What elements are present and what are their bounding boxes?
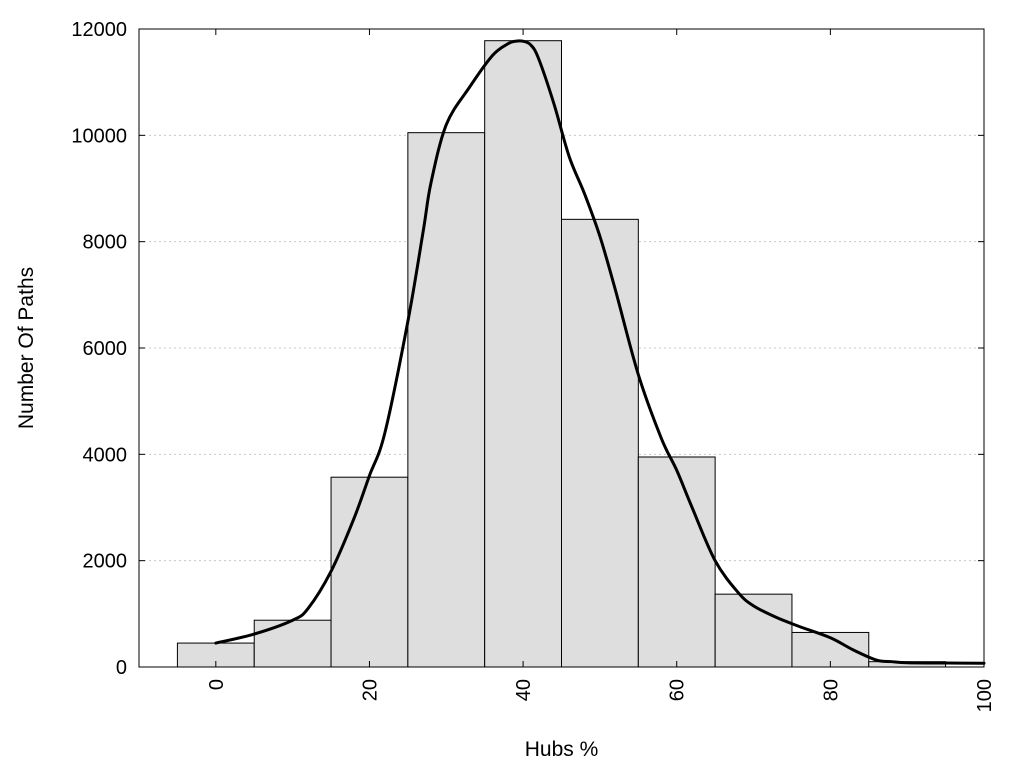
gridlines	[139, 134, 984, 562]
bar	[330, 476, 409, 668]
x-axis-title: Hubs %	[525, 738, 599, 761]
y-tick-label: 8000	[83, 232, 128, 254]
y-tick-label: 10000	[71, 125, 127, 147]
x-tick-label: 20	[359, 679, 381, 701]
bar	[253, 619, 332, 668]
x-tick-label: 40	[513, 679, 535, 701]
x-tick-label: 0	[206, 679, 228, 690]
bar	[637, 456, 716, 668]
y-tick-label: 12000	[71, 19, 127, 41]
y-tick-label: 2000	[83, 551, 128, 573]
bar	[407, 132, 486, 668]
tick-labels: 0 2000 4000 6000 8000 10000 12000 0 20 40 60 80 100	[71, 19, 996, 712]
x-tick-label: 60	[667, 679, 689, 701]
bar	[561, 218, 639, 668]
y-tick-label: 4000	[83, 444, 128, 466]
bar	[484, 40, 563, 668]
ticks	[139, 28, 985, 668]
bars	[176, 40, 947, 668]
y-tick-label: 0	[116, 657, 127, 679]
x-tick-label: 80	[820, 679, 842, 701]
density-curve-layer	[214, 39, 986, 665]
y-tick-label: 6000	[83, 338, 128, 360]
x-tick-label: 100	[974, 679, 996, 712]
y-axis-title: Number Of Paths	[15, 267, 38, 429]
density-curve	[214, 39, 986, 665]
